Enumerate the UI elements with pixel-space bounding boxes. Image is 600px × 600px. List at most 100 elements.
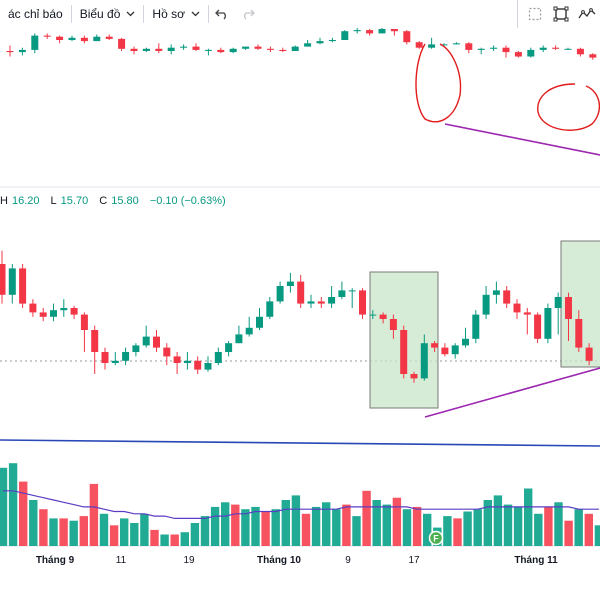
event-marker-circle bbox=[428, 530, 444, 546]
candle-up bbox=[307, 301, 315, 304]
candle-down bbox=[523, 312, 531, 315]
candle-down bbox=[19, 268, 27, 304]
volume-bar-down bbox=[109, 525, 119, 546]
volume-bars bbox=[0, 463, 600, 546]
volume-bar-down bbox=[231, 504, 240, 546]
candle-up bbox=[539, 47, 547, 50]
chevron-down-icon bbox=[126, 9, 135, 20]
candle-up bbox=[245, 327, 253, 335]
fullscreen-icon[interactable] bbox=[548, 0, 574, 28]
volume-bar-up bbox=[382, 504, 391, 546]
candle-down bbox=[194, 360, 202, 370]
candle-up bbox=[420, 343, 428, 379]
candle-up bbox=[8, 268, 16, 295]
candle-down bbox=[217, 49, 225, 53]
candle-up bbox=[348, 290, 356, 292]
candle-down bbox=[431, 343, 439, 348]
candle-down bbox=[56, 36, 64, 40]
x-tick-label: Tháng 10 bbox=[257, 555, 301, 566]
candle-up bbox=[527, 49, 535, 57]
candle-up bbox=[204, 49, 212, 51]
candle-up bbox=[286, 281, 294, 286]
candle-down bbox=[91, 330, 99, 352]
indicators-label: ác chỉ báo bbox=[8, 7, 63, 21]
event-marker[interactable]: F bbox=[428, 530, 444, 546]
candle-down bbox=[502, 47, 510, 53]
volume-bar-down bbox=[150, 529, 159, 546]
profile-menu[interactable]: Hồ sơ bbox=[144, 0, 208, 28]
candle-up bbox=[304, 43, 312, 47]
toolbar-divider bbox=[70, 5, 72, 23]
candle-down bbox=[29, 303, 37, 313]
candle-down bbox=[575, 319, 583, 348]
candle-up bbox=[328, 40, 336, 42]
x-tick-label: 11 bbox=[116, 555, 127, 566]
candle-up bbox=[183, 360, 191, 363]
indicators-menu[interactable]: ác chỉ báo bbox=[0, 0, 71, 28]
volume-bar-up bbox=[221, 502, 230, 546]
candle-up bbox=[60, 308, 68, 311]
candle-up bbox=[111, 360, 119, 363]
legend-high: H 16.20 bbox=[0, 195, 40, 207]
chevron-down-icon bbox=[191, 9, 200, 20]
candle-down bbox=[105, 36, 113, 39]
candle-up bbox=[564, 48, 572, 50]
candle-up bbox=[338, 290, 346, 297]
candle-down bbox=[403, 31, 411, 43]
volume-bar-up bbox=[473, 509, 482, 546]
volume-bar-up bbox=[423, 513, 432, 546]
volume-bar-up bbox=[503, 504, 513, 546]
ohlc-legend: H 16.20 L 15.70 C 15.80 −0.10 (−0.63%) bbox=[0, 195, 230, 207]
candle-down bbox=[565, 297, 572, 319]
candle-down bbox=[400, 330, 408, 374]
volume-bar-up bbox=[251, 506, 260, 546]
volume-bar-up bbox=[241, 509, 250, 546]
x-tick-label: 17 bbox=[408, 555, 420, 566]
candle-up bbox=[167, 47, 175, 51]
candle-up bbox=[18, 49, 26, 53]
volume-bar-up bbox=[493, 495, 503, 546]
candle-down bbox=[39, 312, 47, 317]
redo-icon[interactable] bbox=[235, 0, 261, 28]
candle-down bbox=[514, 52, 522, 57]
volume-bar-down bbox=[584, 513, 593, 546]
candle-down bbox=[173, 356, 181, 363]
candle-up bbox=[31, 35, 39, 50]
support-line bbox=[0, 439, 600, 447]
candle-up bbox=[378, 29, 386, 34]
candle-up bbox=[452, 43, 460, 45]
legend-close: C 15.80 bbox=[99, 195, 139, 207]
candle-up bbox=[440, 44, 448, 46]
legend-low: L 15.70 bbox=[50, 195, 89, 207]
candle-up bbox=[50, 310, 57, 317]
volume-bar-up bbox=[120, 518, 129, 546]
volume-bar-up bbox=[443, 516, 452, 546]
volume-bar-up bbox=[322, 502, 331, 546]
candle-down bbox=[118, 38, 126, 49]
candle-down bbox=[254, 46, 262, 49]
candle-up bbox=[451, 345, 459, 355]
candle-up bbox=[122, 352, 130, 361]
candle-up bbox=[256, 316, 263, 328]
chart-menu[interactable]: Biểu đồ bbox=[72, 0, 144, 28]
volume-bar-up bbox=[554, 502, 563, 546]
trend-line-icon[interactable] bbox=[574, 0, 600, 28]
volume-bar-down bbox=[342, 504, 351, 546]
candle-down bbox=[503, 290, 511, 304]
candle-down bbox=[101, 352, 109, 363]
candle-down bbox=[379, 314, 387, 319]
candle-up bbox=[235, 334, 243, 344]
volume-bar-down bbox=[453, 518, 462, 546]
candle-down bbox=[266, 48, 274, 50]
volume-bar-up bbox=[534, 513, 543, 546]
toolbar-right-group bbox=[517, 0, 600, 28]
candle-up bbox=[492, 290, 500, 295]
legend-change: −0.10 (−0.63%) bbox=[149, 195, 226, 207]
candle-up bbox=[428, 44, 436, 48]
top-toolbar: ác chỉ báo Biểu đồ Hồ sơ bbox=[0, 0, 600, 28]
select-area-icon[interactable] bbox=[522, 0, 548, 28]
candle-up bbox=[490, 47, 498, 49]
undo-icon[interactable] bbox=[209, 0, 235, 28]
candle-down bbox=[6, 51, 14, 53]
